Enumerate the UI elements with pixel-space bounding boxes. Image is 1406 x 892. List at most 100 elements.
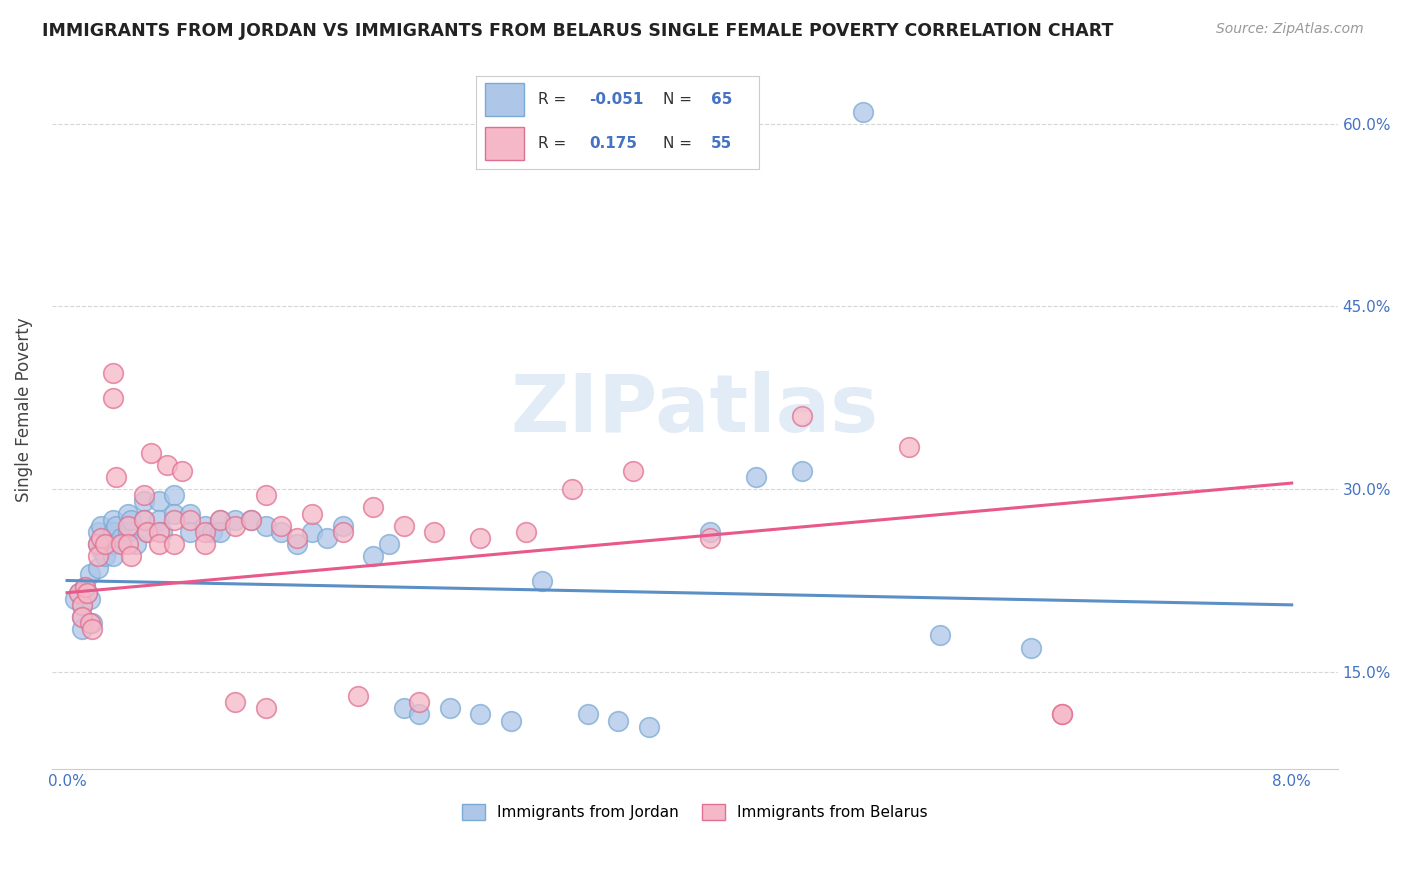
Point [285,531,308,545]
Point [150,524,173,539]
Point [90,531,112,545]
Point [209,513,232,527]
Point [790,409,813,423]
Text: Source: ZipAtlas.com: Source: ZipAtlas.com [1216,22,1364,37]
Point [132,513,155,527]
Point [699,531,721,545]
Point [224,518,246,533]
Point [72,598,94,612]
Point [254,488,277,502]
Point [163,513,186,527]
Point [94,549,117,563]
Point [72,598,94,612]
Point [79,591,101,606]
Point [285,537,308,551]
Point [135,524,157,539]
Point [105,518,128,533]
Point [745,470,768,484]
Point [80,622,103,636]
Legend: Immigrants from Jordan, Immigrants from Belarus: Immigrants from Jordan, Immigrants from … [456,798,934,826]
Point [163,537,186,551]
Point [163,488,186,502]
Point [392,701,415,715]
Point [80,616,103,631]
Point [117,524,139,539]
Point [79,616,101,631]
Point [72,610,94,624]
Point [120,549,142,563]
Point [148,524,170,539]
Point [254,701,277,715]
Point [101,537,124,551]
Point [110,537,132,551]
Point [332,518,354,533]
Point [132,494,155,508]
Point [117,537,139,551]
Point [239,513,262,527]
Point [392,518,415,533]
Point [928,628,950,642]
Point [132,513,155,527]
Text: ZIPatlas: ZIPatlas [510,371,879,449]
Point [239,513,262,527]
Point [105,470,128,484]
Point [72,622,94,636]
Point [170,464,193,478]
Point [86,537,108,551]
Point [347,690,370,704]
Point [141,445,163,459]
Point [332,524,354,539]
Point [86,561,108,575]
Point [699,524,721,539]
Point [852,104,875,119]
Point [75,580,97,594]
Point [125,537,148,551]
Point [301,507,323,521]
Point [86,524,108,539]
Point [361,549,384,563]
Point [470,531,492,545]
Point [155,458,177,472]
Point [179,507,201,521]
Point [561,482,583,496]
Point [637,720,659,734]
Point [101,549,124,563]
Point [515,524,537,539]
Point [408,695,430,709]
Point [270,524,292,539]
Point [470,707,492,722]
Point [79,567,101,582]
Point [94,537,117,551]
Point [316,531,339,545]
Point [194,537,217,551]
Point [86,549,108,563]
Point [163,507,186,521]
Point [117,518,139,533]
Point [148,513,170,527]
Point [898,440,921,454]
Point [67,585,90,599]
Point [209,513,232,527]
Point [132,488,155,502]
Point [576,707,599,722]
Point [110,531,132,545]
Point [117,507,139,521]
Point [530,574,553,588]
Point [224,513,246,527]
Point [63,591,86,606]
Point [194,518,217,533]
Point [148,537,170,551]
Point [1050,707,1073,722]
Point [194,524,217,539]
Point [224,695,246,709]
Point [101,391,124,405]
Point [790,464,813,478]
Point [301,524,323,539]
Point [623,464,645,478]
Point [120,513,142,527]
Point [101,513,124,527]
Point [439,701,461,715]
Point [607,714,630,728]
Point [72,610,94,624]
Point [254,518,277,533]
